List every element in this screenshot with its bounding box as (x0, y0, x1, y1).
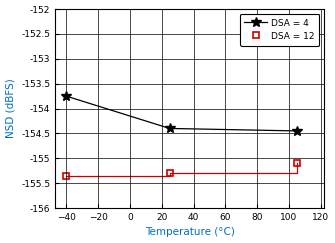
DSA = 4 (295, 130, 299, 132)
Legend: DSA = 4, DSA = 12: DSA = 4, DSA = 12 (240, 14, 320, 45)
DSA = 4 (168, 127, 172, 130)
DSA = 4 (64, 95, 68, 97)
Line: DSA = 12: DSA = 12 (63, 160, 300, 179)
DSA = 12 (295, 162, 299, 165)
DSA = 12 (64, 174, 68, 177)
DSA = 12 (168, 172, 172, 175)
X-axis label: Temperature (°C): Temperature (°C) (145, 227, 234, 237)
Line: DSA = 4: DSA = 4 (61, 91, 302, 136)
Y-axis label: NSD (dBFS): NSD (dBFS) (6, 79, 15, 139)
